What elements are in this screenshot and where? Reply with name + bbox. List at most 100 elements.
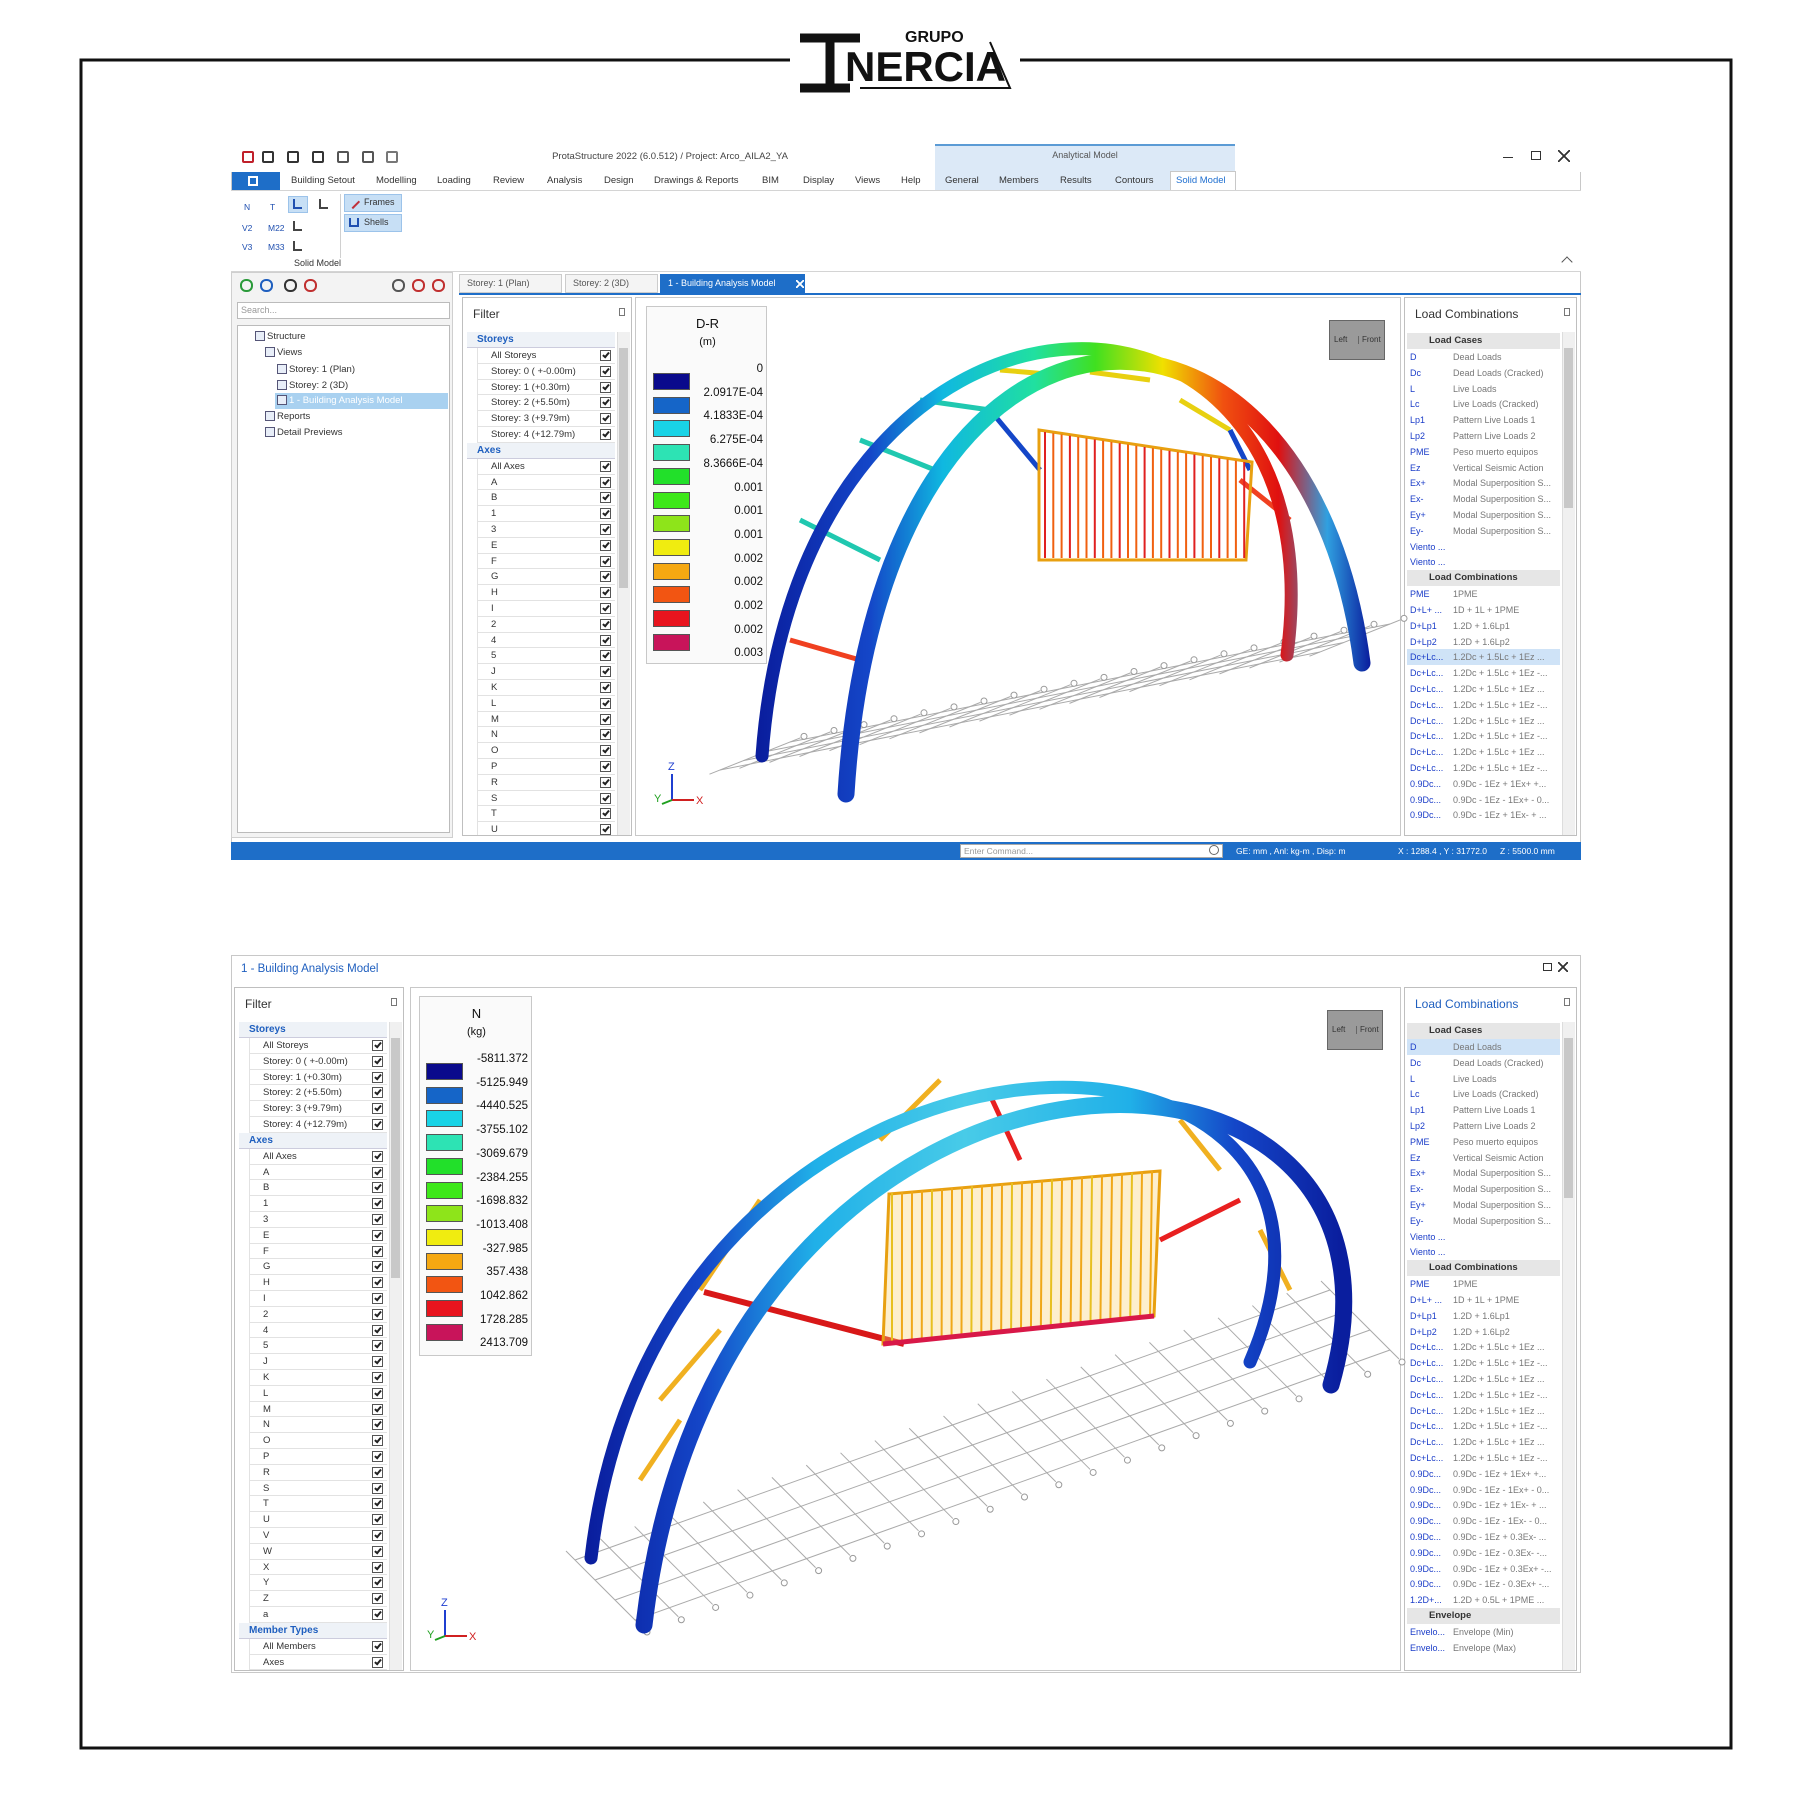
checkbox[interactable] (372, 1609, 383, 1620)
checkbox[interactable] (372, 1261, 383, 1273)
filter-row[interactable] (477, 695, 615, 712)
checkbox[interactable] (372, 1640, 383, 1652)
tree-item[interactable]: Views (277, 347, 303, 358)
checkbox[interactable] (600, 650, 611, 662)
tree-item[interactable]: Reports (277, 411, 311, 422)
checkbox[interactable] (600, 697, 611, 709)
filter-row[interactable] (249, 1575, 387, 1592)
checkbox[interactable] (372, 1387, 383, 1399)
view-cube[interactable]: Left Front (1329, 320, 1385, 360)
tree-item[interactable]: Storey: 2 (3D) (289, 380, 349, 391)
restore-button[interactable] (1543, 963, 1552, 971)
document-tab-label[interactable]: 1 - Building Analysis Model (668, 278, 776, 288)
filter-row[interactable] (249, 1480, 387, 1497)
quick-access-icon[interactable] (287, 151, 299, 163)
checkbox[interactable] (372, 1166, 383, 1178)
quick-access-icon[interactable] (312, 151, 324, 163)
filter-row[interactable] (477, 553, 615, 570)
filter-row[interactable] (477, 616, 615, 633)
ribbon-tab[interactable]: Design (604, 175, 634, 186)
filter-row[interactable] (249, 1385, 387, 1402)
checkbox[interactable] (372, 1561, 383, 1573)
document-tab-label[interactable]: Storey: 2 (3D) (573, 278, 630, 288)
close-tab[interactable] (796, 280, 804, 288)
ribbon-tab[interactable]: Solid Model (1176, 175, 1226, 186)
checkbox[interactable] (600, 571, 611, 583)
result-button[interactable]: V3 (242, 242, 253, 252)
filter-row[interactable] (477, 648, 615, 665)
checkbox[interactable] (372, 1293, 383, 1304)
ribbon-tab[interactable]: Drawings & Reports (654, 175, 739, 186)
checkbox[interactable] (372, 1356, 383, 1368)
checkbox[interactable] (372, 1103, 383, 1115)
explorer-tool[interactable] (412, 279, 425, 292)
ribbon-tab[interactable]: General (945, 175, 979, 186)
filter-row[interactable] (477, 522, 615, 538)
filter-row[interactable] (477, 790, 615, 807)
filter-row[interactable] (249, 1227, 387, 1244)
checkbox[interactable] (372, 1277, 383, 1289)
filter-row[interactable] (249, 1291, 387, 1307)
pin-icon[interactable] (1564, 998, 1570, 1006)
filter-row[interactable] (249, 1196, 387, 1212)
filter-row[interactable] (249, 1607, 387, 1623)
ribbon-tab[interactable]: Views (855, 175, 881, 186)
checkbox[interactable] (372, 1530, 383, 1541)
close-button[interactable] (1558, 150, 1570, 162)
close-button[interactable] (1558, 962, 1568, 972)
ribbon-tab[interactable]: Building Setout (291, 175, 355, 186)
pin-icon[interactable] (391, 998, 397, 1006)
restore-button[interactable] (1531, 151, 1541, 160)
tree-item[interactable]: 1 - Building Analysis Model (289, 395, 403, 406)
filter-row[interactable] (477, 601, 615, 617)
quick-access-icon[interactable] (362, 151, 374, 163)
checkbox[interactable] (600, 729, 611, 741)
pin-icon[interactable] (619, 308, 625, 316)
checkbox[interactable] (600, 555, 611, 567)
filter-row[interactable] (249, 1164, 387, 1181)
checkbox[interactable] (372, 1577, 383, 1589)
pin-icon[interactable] (1564, 308, 1570, 316)
ribbon-tab[interactable]: Contours (1115, 175, 1154, 186)
checkbox[interactable] (372, 1198, 383, 1210)
checkbox[interactable] (600, 587, 611, 599)
view-cube[interactable]: Left Front (1327, 1010, 1383, 1050)
quick-access-icon[interactable] (262, 151, 274, 163)
scroll-thumb[interactable] (619, 348, 628, 588)
filter-row[interactable] (249, 1243, 387, 1260)
filter-row[interactable] (249, 1338, 387, 1355)
filter-row[interactable] (249, 1212, 387, 1228)
checkbox[interactable] (600, 460, 611, 472)
ribbon-tab[interactable]: BIM (762, 175, 779, 186)
ribbon-tab[interactable]: Review (493, 175, 525, 186)
document-tab-label[interactable]: Storey: 1 (Plan) (467, 278, 530, 288)
filter-row[interactable] (477, 490, 615, 507)
filter-row[interactable] (249, 1449, 387, 1465)
checkbox[interactable] (372, 1071, 383, 1083)
checkbox[interactable] (600, 492, 611, 504)
checkbox[interactable] (600, 365, 611, 377)
result-button[interactable]: T (270, 202, 276, 212)
explorer-tool[interactable] (260, 279, 273, 292)
filter-row[interactable] (249, 1370, 387, 1386)
checkbox[interactable] (372, 1087, 383, 1099)
filter-row[interactable] (249, 1496, 387, 1513)
checkbox[interactable] (600, 539, 611, 551)
checkbox[interactable] (600, 713, 611, 725)
checkbox[interactable] (600, 413, 611, 425)
filter-row[interactable] (249, 1354, 387, 1370)
checkbox[interactable] (372, 1214, 383, 1225)
checkbox[interactable] (600, 808, 611, 820)
result-button[interactable]: N (244, 202, 251, 212)
explorer-tool[interactable] (304, 279, 317, 292)
checkbox[interactable] (600, 745, 611, 757)
checkbox[interactable] (372, 1435, 383, 1447)
checkbox[interactable] (372, 1182, 383, 1194)
tree-item[interactable]: Detail Previews (277, 427, 343, 438)
checkbox[interactable] (600, 397, 611, 409)
checkbox[interactable] (372, 1466, 383, 1478)
checkbox[interactable] (372, 1340, 383, 1352)
ribbon-tab[interactable]: Help (901, 175, 921, 186)
scroll-thumb[interactable] (1564, 348, 1573, 508)
explorer-tool[interactable] (284, 279, 297, 292)
